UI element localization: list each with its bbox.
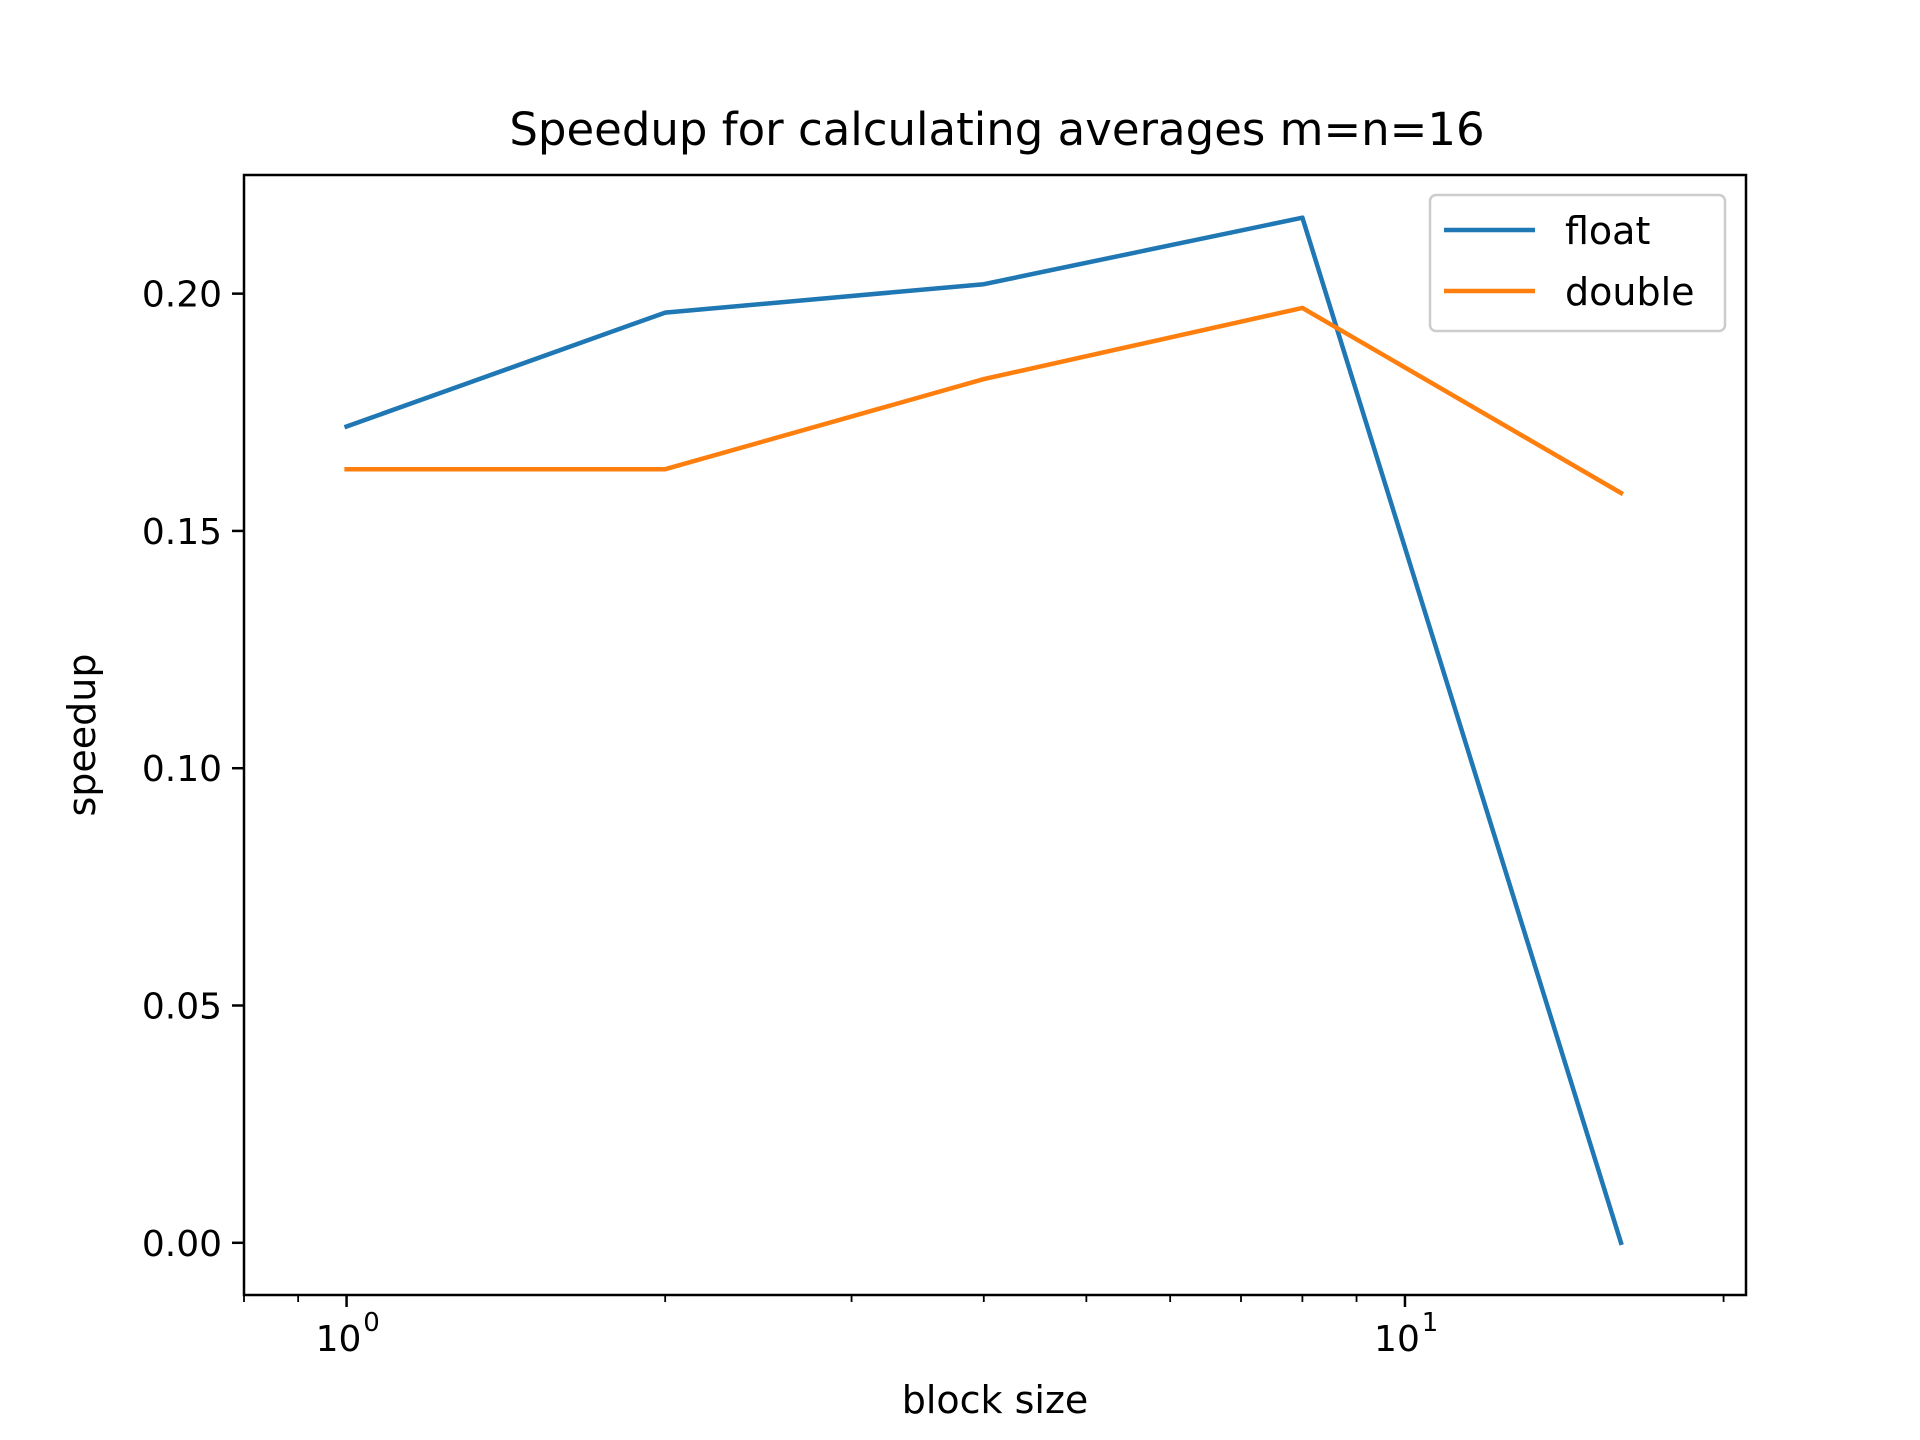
x-axis-label: block size — [902, 1378, 1089, 1422]
x-tick-label-exponent: 1 — [1422, 1308, 1439, 1338]
y-tick-label: 0.10 — [142, 749, 222, 790]
y-tick-label: 0.15 — [142, 512, 222, 553]
legend-label-double: double — [1565, 270, 1695, 314]
y-tick-label: 0.05 — [142, 987, 222, 1028]
legend: float double — [1428, 193, 1727, 333]
y-axis: 0.00 0.05 0.10 0.15 0.20 — [142, 275, 244, 1265]
x-axis: 10 0 10 1 — [243, 1295, 1725, 1360]
x-tick-label: 10 — [316, 1319, 362, 1360]
legend-label-float: float — [1565, 209, 1650, 253]
series-layer — [343, 215, 1625, 1246]
chart-title: Speedup for calculating averages m=n=16 — [509, 103, 1484, 156]
x-tick-label-exponent: 0 — [363, 1308, 380, 1338]
y-axis-label: speedup — [60, 653, 104, 816]
plot-frame — [242, 173, 1748, 1297]
y-tick-label: 0.00 — [142, 1224, 222, 1265]
y-tick-label: 0.20 — [142, 275, 222, 316]
x-tick-label: 10 — [1374, 1319, 1420, 1360]
